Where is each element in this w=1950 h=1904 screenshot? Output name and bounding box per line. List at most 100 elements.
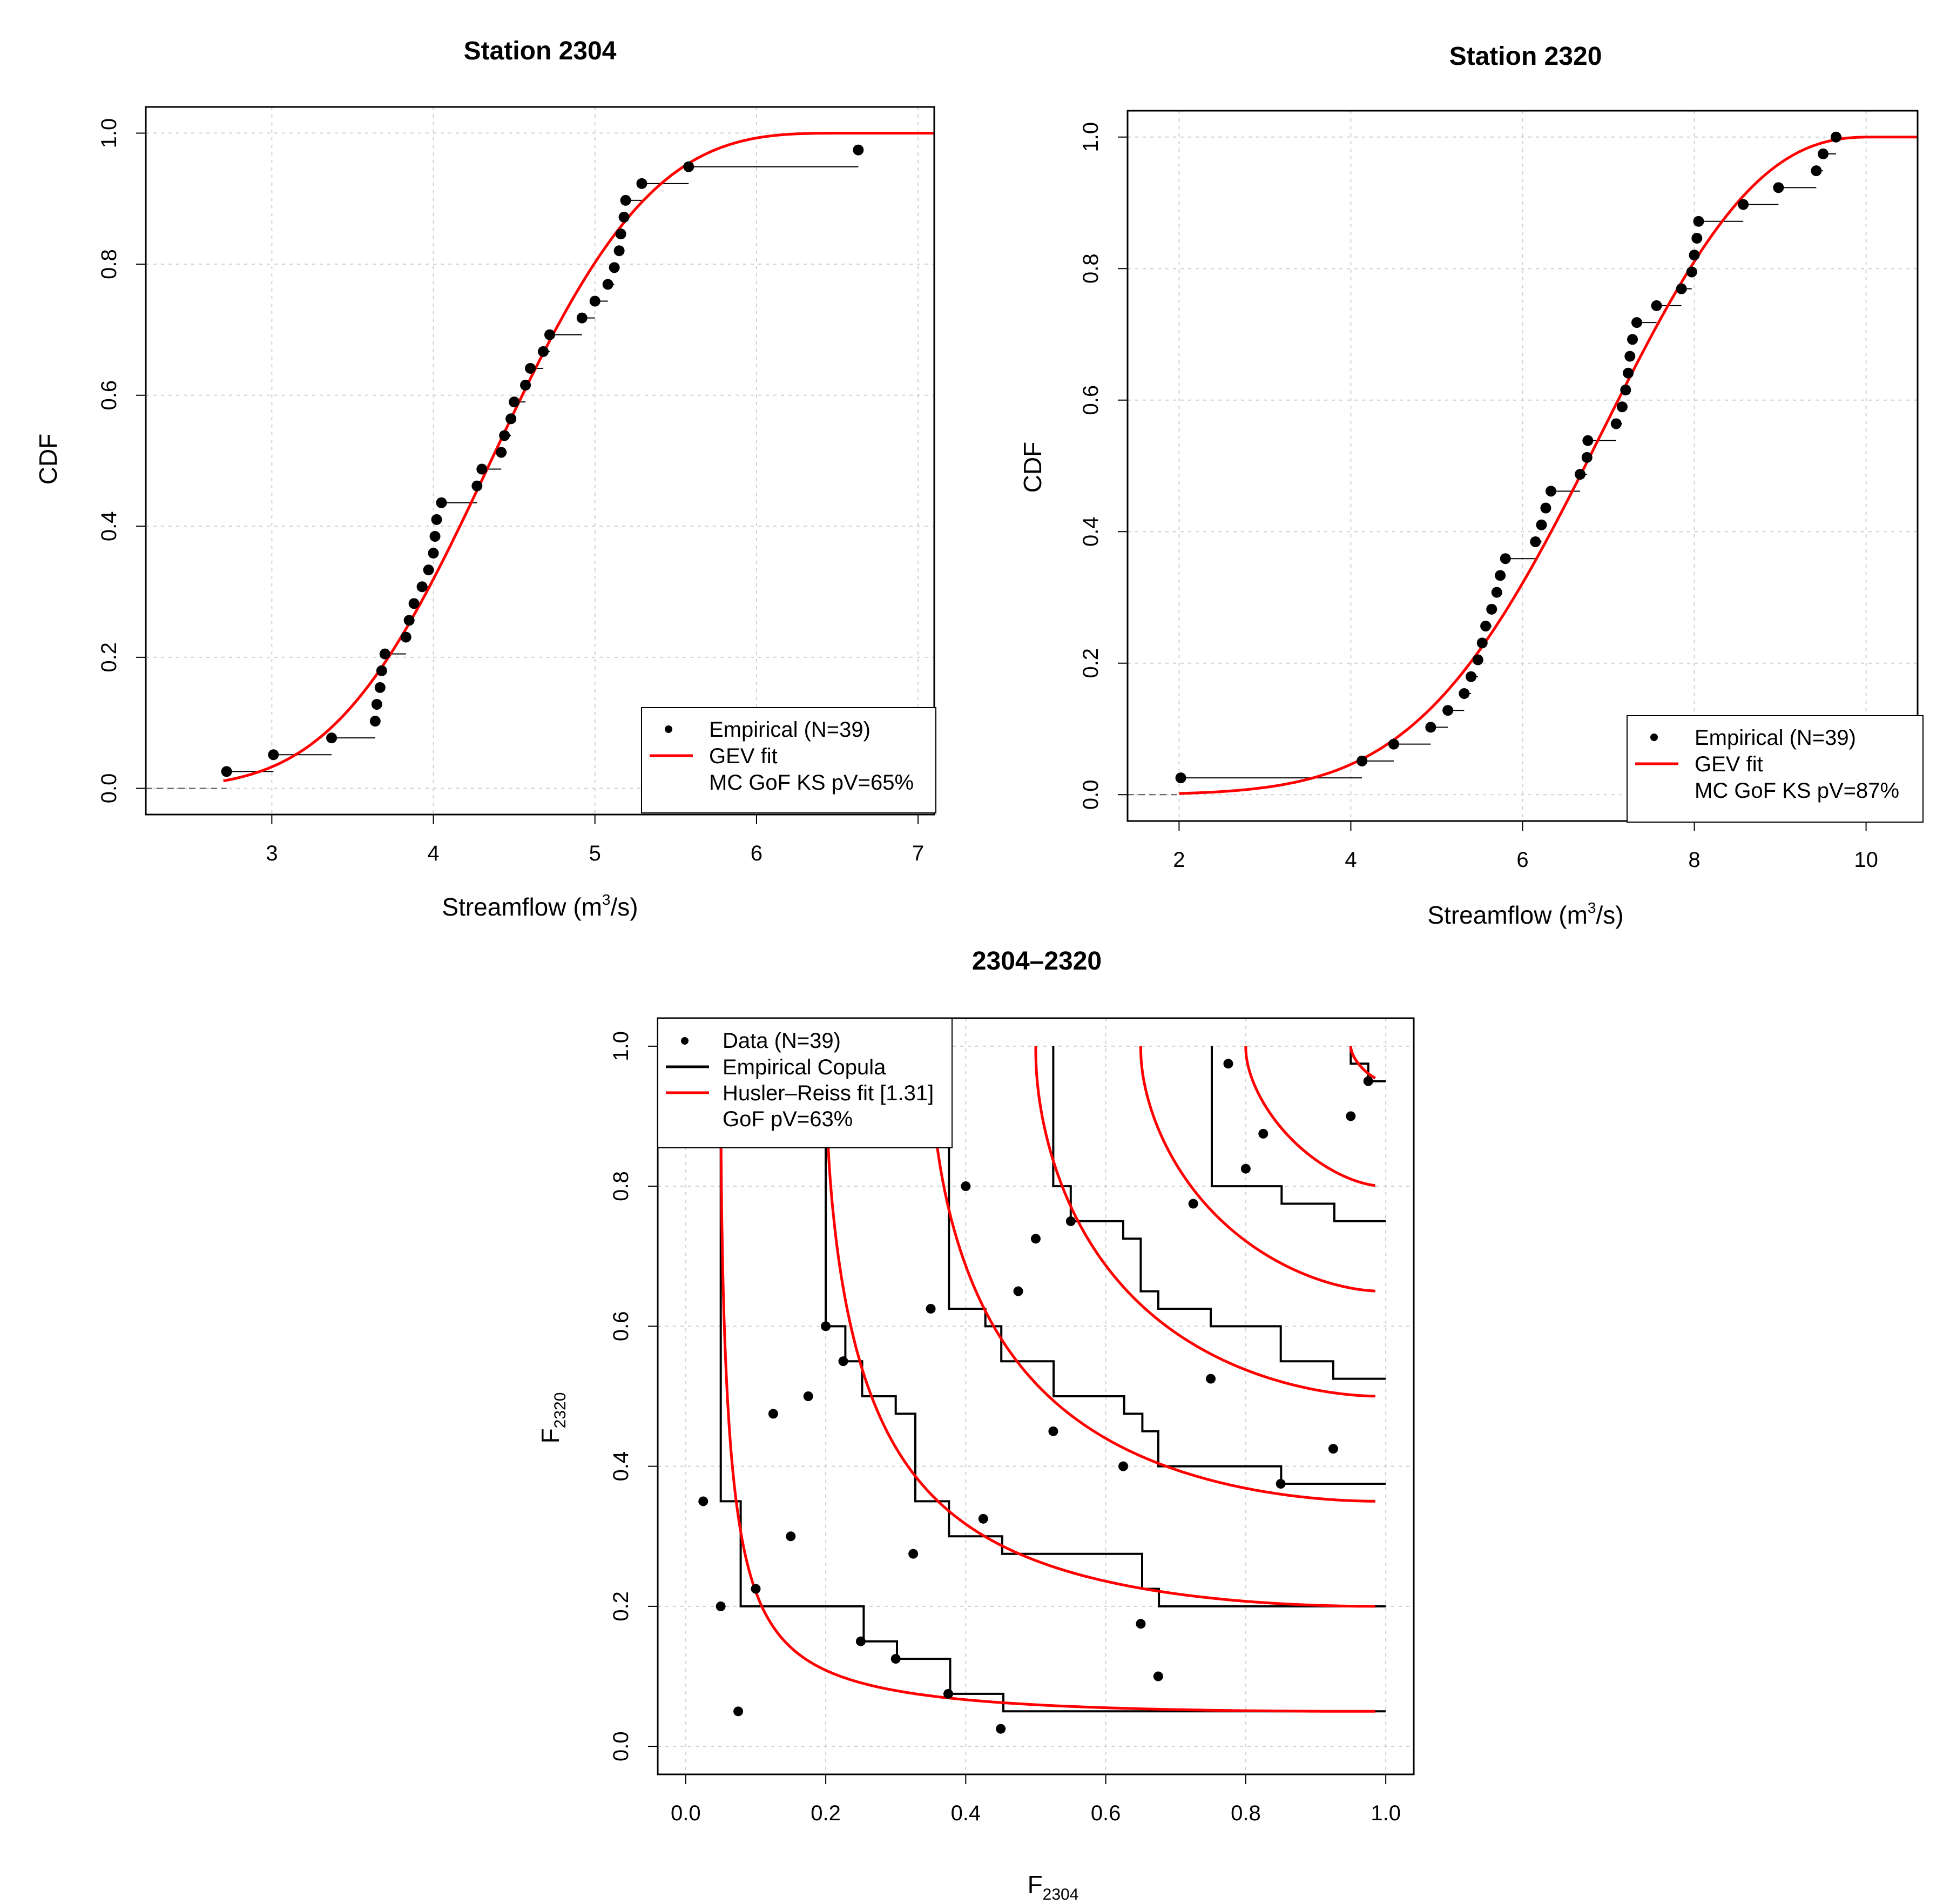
empirical-point xyxy=(1691,233,1703,244)
data-point xyxy=(1346,1111,1356,1121)
empirical-point xyxy=(1623,367,1634,379)
empirical-copula-contour xyxy=(1350,1046,1386,1082)
empirical-point xyxy=(423,564,434,576)
data-point xyxy=(1206,1374,1216,1384)
data-point xyxy=(821,1321,831,1331)
gev-fit-curve xyxy=(1179,136,1918,795)
empirical-point xyxy=(1581,452,1593,463)
data-point xyxy=(961,1181,971,1192)
husler-reiss-contours xyxy=(719,1046,1376,1713)
y-tick-label: 1.0 xyxy=(609,1031,633,1061)
data-point xyxy=(1153,1671,1163,1681)
y-axis-label: CDF xyxy=(34,434,62,485)
y-tick-label: 0.4 xyxy=(609,1451,633,1482)
data-point xyxy=(733,1706,744,1717)
x-axis: 0.0 0.2 0.4 0.6 0.8 1.0 xyxy=(671,1774,1401,1825)
legend-label: MC GoF KS pV=65% xyxy=(709,771,914,795)
empirical-steps xyxy=(1180,153,1836,779)
empirical-point xyxy=(476,463,488,475)
data-point xyxy=(1223,1059,1233,1069)
empirical-point xyxy=(1472,654,1483,665)
data-point xyxy=(1328,1444,1338,1454)
husler-reiss-contour xyxy=(824,1046,1375,1608)
empirical-point xyxy=(1811,165,1822,177)
x-tick-label: 4 xyxy=(1345,848,1357,872)
data-points xyxy=(698,1059,1373,1734)
plot-frame xyxy=(145,106,935,816)
empirical-point xyxy=(1540,502,1551,514)
empirical-point xyxy=(853,144,864,156)
y-tick-label: 0.2 xyxy=(97,642,121,672)
husler-reiss-contour xyxy=(1034,1046,1375,1398)
empirical-point xyxy=(636,178,647,189)
data-point xyxy=(716,1601,726,1611)
legend-label: Data (N=39) xyxy=(723,1029,841,1053)
empirical-point xyxy=(496,447,507,458)
legend: Empirical (N=39) GEV fit MC GoF KS pV=87… xyxy=(1627,715,1924,823)
data-point xyxy=(1031,1234,1041,1244)
empirical-point xyxy=(1476,637,1488,649)
plot-frame xyxy=(657,1017,1415,1775)
empirical-point xyxy=(1491,587,1502,598)
empirical-point xyxy=(609,262,620,273)
empirical-point xyxy=(1631,317,1642,328)
legend-box xyxy=(1627,715,1924,823)
x-tick-label: 6 xyxy=(1516,848,1528,872)
data-point xyxy=(698,1496,709,1506)
data-point xyxy=(996,1724,1006,1734)
empirical-point xyxy=(1693,216,1704,227)
chart-station-2304: Station 2304 3 4 5 6 7 0.0 0.2 0.4 0.6 0… xyxy=(34,37,936,921)
data-point xyxy=(1065,1216,1076,1226)
empirical-point xyxy=(509,396,520,408)
empirical-point xyxy=(1480,621,1492,632)
empirical-copula-contour xyxy=(1052,1046,1386,1380)
empirical-point xyxy=(613,245,625,257)
legend: Empirical (N=39) GEV fit MC GoF KS pV=65… xyxy=(641,707,936,813)
x-axis-label: F2304 xyxy=(1028,1871,1079,1903)
legend-label: Empirical Copula xyxy=(723,1055,886,1079)
empirical-point xyxy=(1175,772,1186,784)
data-point xyxy=(926,1303,936,1314)
chart-title: Station 2320 xyxy=(1449,42,1602,71)
data-point xyxy=(1188,1199,1198,1209)
empirical-point xyxy=(1830,131,1841,143)
empirical-point xyxy=(371,698,382,710)
empirical-point xyxy=(1676,283,1687,294)
x-tick-label: 0.0 xyxy=(671,1801,701,1825)
empirical-points xyxy=(1175,131,1841,784)
data-point xyxy=(1240,1163,1251,1174)
y-tick-label: 0.0 xyxy=(609,1731,633,1761)
legend: Data (N=39) Empirical Copula Husler–Reis… xyxy=(657,1018,953,1148)
husler-reiss-contour xyxy=(1244,1046,1375,1187)
y-tick-label: 0.0 xyxy=(97,773,121,804)
x-tick-label: 10 xyxy=(1854,848,1878,872)
data-point xyxy=(786,1531,796,1542)
empirical-point xyxy=(379,648,390,660)
empirical-point xyxy=(589,295,600,307)
data-point xyxy=(1136,1619,1146,1629)
x-tick-label: 3 xyxy=(266,842,278,865)
x-axis-label: Streamflow (m3/s) xyxy=(1427,899,1623,929)
legend-point-marker xyxy=(1650,734,1658,741)
y-axis: 0.0 0.2 0.4 0.6 0.8 1.0 xyxy=(609,1031,658,1761)
empirical-point xyxy=(429,530,441,542)
x-tick-label: 5 xyxy=(589,842,601,865)
empirical-point xyxy=(403,615,415,626)
empirical-point xyxy=(1818,148,1829,159)
legend-label: GEV fit xyxy=(709,744,778,768)
y-axis-label: CDF xyxy=(1018,442,1047,493)
x-axis-label: Streamflow (m3/s) xyxy=(442,891,638,921)
empirical-point xyxy=(1388,738,1399,750)
y-tick-label: 0.4 xyxy=(1079,516,1103,547)
empirical-point xyxy=(431,514,442,525)
x-tick-label: 0.2 xyxy=(811,1801,841,1825)
empirical-point xyxy=(1620,385,1631,396)
empirical-point xyxy=(374,682,386,693)
empirical-point xyxy=(428,548,439,559)
empirical-point xyxy=(1545,486,1556,497)
empirical-point xyxy=(1357,755,1368,766)
empirical-point xyxy=(1575,469,1586,480)
empirical-point xyxy=(602,279,613,290)
empirical-point xyxy=(1616,401,1628,413)
